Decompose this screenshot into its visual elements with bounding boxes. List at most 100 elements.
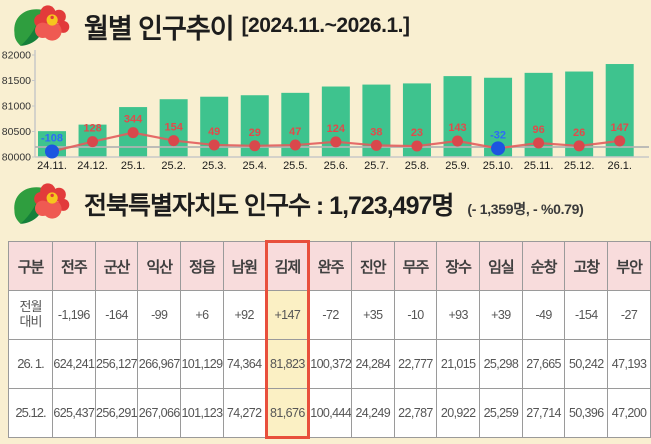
change-point-label: 38 xyxy=(370,126,382,138)
table-cell: 81,676 xyxy=(264,388,311,439)
table-cell: +6 xyxy=(180,290,224,340)
x-tick-label: 24.12. xyxy=(77,160,108,172)
y-tick-label: 82000 xyxy=(2,50,31,62)
x-tick-label: 25.4. xyxy=(243,160,267,172)
change-point xyxy=(614,135,626,147)
x-tick-label: 25.8. xyxy=(405,160,429,172)
change-point xyxy=(452,135,463,147)
table-cell: 50,242 xyxy=(564,339,609,389)
table-cell: +35 xyxy=(350,290,395,340)
column-header: 장수 xyxy=(436,241,481,291)
change-point-label: 96 xyxy=(532,124,544,136)
x-tick-label: 25.5. xyxy=(283,160,307,172)
column-header: 임실 xyxy=(479,241,523,291)
y-tick-label: 81000 xyxy=(2,101,31,113)
table-cell: 24,249 xyxy=(350,388,395,438)
table-cell: +92 xyxy=(222,290,267,340)
table-cell: -27 xyxy=(607,290,651,340)
table-cell: 22,777 xyxy=(393,339,438,389)
table-cell: 20,922 xyxy=(436,388,481,438)
change-point-label: 344 xyxy=(124,114,143,126)
change-point-label: 26 xyxy=(573,127,585,139)
change-point-label: 49 xyxy=(208,126,220,138)
chart-title: 월별 인구추이 xyxy=(84,13,235,44)
table-cell: 74,272 xyxy=(222,388,267,438)
table-row: 전월 대비 -1,196 -164 -99 +6 +92 +147 -72 +35 -10 +93 +… xyxy=(8,290,651,340)
row-header: 전월 대비 xyxy=(8,290,53,340)
row-header: 26. 1. xyxy=(8,339,53,389)
row-header: 25.12. xyxy=(8,388,53,438)
table-cell: +39 xyxy=(479,290,523,340)
x-tick-label: 25.9. xyxy=(445,160,469,172)
table-row: 26. 1. 624,241 256,127 266,967 101,129 74,364… xyxy=(8,339,651,389)
table-cell: 100,444 xyxy=(308,388,352,438)
change-point xyxy=(573,140,585,152)
table-cell: +147 xyxy=(264,290,311,340)
change-point xyxy=(127,127,139,139)
table-cell: 256,127 xyxy=(94,339,139,389)
table-cell: -49 xyxy=(521,290,566,340)
table-cell: 100,372 xyxy=(308,339,352,389)
change-point-label: 124 xyxy=(327,123,346,135)
y-tick-label: 81500 xyxy=(2,75,31,87)
change-point xyxy=(45,144,59,159)
x-tick-label: 25.11. xyxy=(524,160,554,172)
column-header: 군산 xyxy=(94,241,139,291)
chart-date-range: [2024.11.~2026.1.] xyxy=(241,14,410,37)
region-header: 전북특별자치도 인구수 : 1,723,497명 (- 1,359명, - %0… xyxy=(10,180,584,228)
camellia-flower-icon xyxy=(14,5,70,46)
change-point xyxy=(533,137,545,149)
x-tick-label: 24.11. xyxy=(37,160,67,172)
change-point xyxy=(168,135,180,147)
table-cell: 22,787 xyxy=(393,388,438,438)
change-point-label: -32 xyxy=(490,129,506,141)
population-table-wrap: 구분 전주 군산 익산 정읍 남원 김제 완주 진안 무주 장수 임실 순창 고창 부안 전월 대비 -1,1… xyxy=(8,240,651,439)
table-cell: 50,396 xyxy=(564,388,609,438)
column-header: 남원 xyxy=(222,241,267,291)
table-cell: -72 xyxy=(308,290,352,340)
x-tick-label: 25.6. xyxy=(324,160,348,172)
table-cell: 81,823 xyxy=(264,339,311,389)
table-cell: -154 xyxy=(564,290,609,340)
table-cell: 27,665 xyxy=(521,339,566,389)
column-header: 정읍 xyxy=(180,241,224,291)
table-row: 25.12. 625,437 256,291 267,066 101,123 74,272… xyxy=(8,388,651,439)
change-point xyxy=(289,139,301,151)
region-population-title: 전북특별자치도 인구수 : 1,723,497명 xyxy=(84,192,454,220)
table-cell: 27,714 xyxy=(521,388,566,438)
change-point xyxy=(249,140,261,152)
table-cell: +93 xyxy=(436,290,481,340)
change-point-label: 23 xyxy=(411,127,423,139)
change-point-label: 154 xyxy=(164,122,183,134)
table-cell: -10 xyxy=(393,290,438,340)
table-cell: 625,437 xyxy=(52,388,96,438)
table-cell: 74,364 xyxy=(222,339,267,389)
table-cell: 47,193 xyxy=(607,339,651,389)
population-trend-chart: 80000 80500 81000 81500 82000 -108 24.11. 128 24… xyxy=(2,50,649,172)
column-header: 김제 xyxy=(264,240,311,291)
change-point xyxy=(370,139,382,151)
table-cell: 624,241 xyxy=(52,339,96,389)
change-point-label: 29 xyxy=(249,127,261,139)
chart-header: 월별 인구추이 [2024.11.~2026.1.] xyxy=(10,2,410,50)
x-tick-label: 25.12. xyxy=(564,160,595,172)
table-cell: 101,123 xyxy=(180,388,224,438)
change-point-label: 47 xyxy=(289,126,301,138)
column-header: 순창 xyxy=(521,241,566,291)
table-header-row: 구분 전주 군산 익산 정읍 남원 김제 완주 진안 무주 장수 임실 순창 고창 부안 xyxy=(8,240,651,291)
camellia-flower-icon xyxy=(14,183,70,224)
column-header: 진안 xyxy=(350,241,395,291)
column-header: 고창 xyxy=(564,241,609,291)
table-cell: 24,284 xyxy=(350,339,395,389)
change-point xyxy=(208,139,220,151)
table-cell: 25,259 xyxy=(479,388,523,438)
change-point-label: 143 xyxy=(448,122,466,134)
x-tick-label: 25.2. xyxy=(161,160,185,172)
table-cell: 47,200 xyxy=(607,388,651,438)
change-point-label: 128 xyxy=(83,123,101,135)
y-tick-label: 80500 xyxy=(2,126,31,138)
table-cell: -99 xyxy=(137,290,182,340)
table-cell: -1,196 xyxy=(52,290,96,340)
x-tick-label: 25.7. xyxy=(364,160,388,172)
